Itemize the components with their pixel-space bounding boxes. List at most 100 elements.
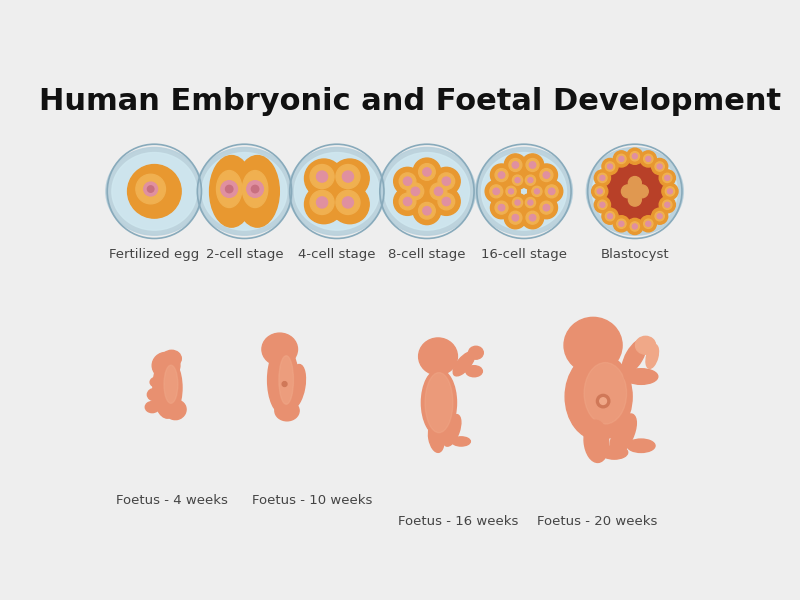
Circle shape [530,214,536,221]
Ellipse shape [385,152,470,230]
Ellipse shape [418,338,458,375]
Circle shape [438,193,454,210]
Circle shape [442,177,450,185]
Ellipse shape [267,346,298,415]
Circle shape [526,175,535,185]
Ellipse shape [627,439,655,452]
Circle shape [546,185,558,198]
Circle shape [600,398,606,404]
Circle shape [662,183,678,199]
Circle shape [646,157,651,161]
Circle shape [394,167,422,195]
Circle shape [628,193,642,206]
Text: Fertilized egg: Fertilized egg [110,248,199,260]
Circle shape [515,178,520,182]
Circle shape [342,171,354,182]
Circle shape [422,206,431,215]
Text: Blastocyst: Blastocyst [601,248,669,260]
Text: Human Embryonic and Foetal Development: Human Embryonic and Foetal Development [39,87,781,116]
Circle shape [530,162,536,168]
Circle shape [662,200,672,209]
Circle shape [606,212,614,221]
Circle shape [490,185,502,198]
Circle shape [657,164,662,169]
Circle shape [540,169,553,182]
Circle shape [330,159,369,198]
Circle shape [403,177,412,185]
Ellipse shape [162,350,182,367]
Circle shape [626,218,643,235]
Circle shape [667,189,673,194]
Circle shape [310,190,334,214]
Circle shape [422,168,431,176]
Ellipse shape [586,148,683,235]
Ellipse shape [565,353,632,440]
Circle shape [655,162,664,171]
Ellipse shape [210,155,254,227]
Circle shape [521,193,540,212]
Ellipse shape [150,377,162,387]
Circle shape [540,201,553,214]
Circle shape [665,175,670,181]
Circle shape [317,171,328,182]
Circle shape [508,193,526,212]
Ellipse shape [425,373,453,433]
Text: 4-cell stage: 4-cell stage [298,248,376,260]
Circle shape [543,172,550,178]
Ellipse shape [106,148,203,235]
Ellipse shape [146,401,159,413]
Circle shape [600,175,605,181]
Circle shape [595,187,604,196]
Circle shape [665,202,670,208]
Ellipse shape [279,356,294,404]
Ellipse shape [601,446,628,459]
Circle shape [630,152,639,161]
Circle shape [515,200,520,205]
Ellipse shape [646,344,658,368]
Circle shape [626,148,643,164]
Circle shape [528,200,533,205]
Circle shape [504,206,526,229]
Circle shape [549,188,555,194]
Circle shape [630,222,639,231]
Circle shape [221,181,238,197]
Ellipse shape [624,369,658,385]
Circle shape [509,211,522,224]
Ellipse shape [584,420,609,463]
Circle shape [305,159,343,198]
Ellipse shape [275,401,299,421]
Circle shape [640,151,656,167]
Circle shape [534,189,539,194]
Circle shape [597,394,610,408]
Circle shape [651,158,668,175]
Circle shape [399,193,416,210]
Circle shape [526,211,539,224]
Circle shape [598,200,607,209]
Circle shape [508,171,526,190]
Circle shape [509,189,514,194]
Circle shape [413,158,441,186]
Ellipse shape [622,339,646,374]
Ellipse shape [592,152,678,230]
Circle shape [644,154,653,164]
Circle shape [442,197,450,206]
Circle shape [651,208,668,224]
Circle shape [640,216,656,232]
Circle shape [602,158,668,224]
Ellipse shape [288,148,386,235]
Ellipse shape [202,152,287,230]
Ellipse shape [235,155,279,227]
Text: 8-cell stage: 8-cell stage [388,248,466,260]
Circle shape [602,158,618,175]
Ellipse shape [217,170,242,208]
Ellipse shape [482,152,566,230]
Ellipse shape [166,400,186,419]
Circle shape [646,221,651,226]
Ellipse shape [294,152,379,230]
Circle shape [317,197,328,208]
Circle shape [226,185,233,193]
Circle shape [493,188,499,194]
Circle shape [512,162,518,168]
Circle shape [526,158,539,172]
Circle shape [617,219,626,229]
